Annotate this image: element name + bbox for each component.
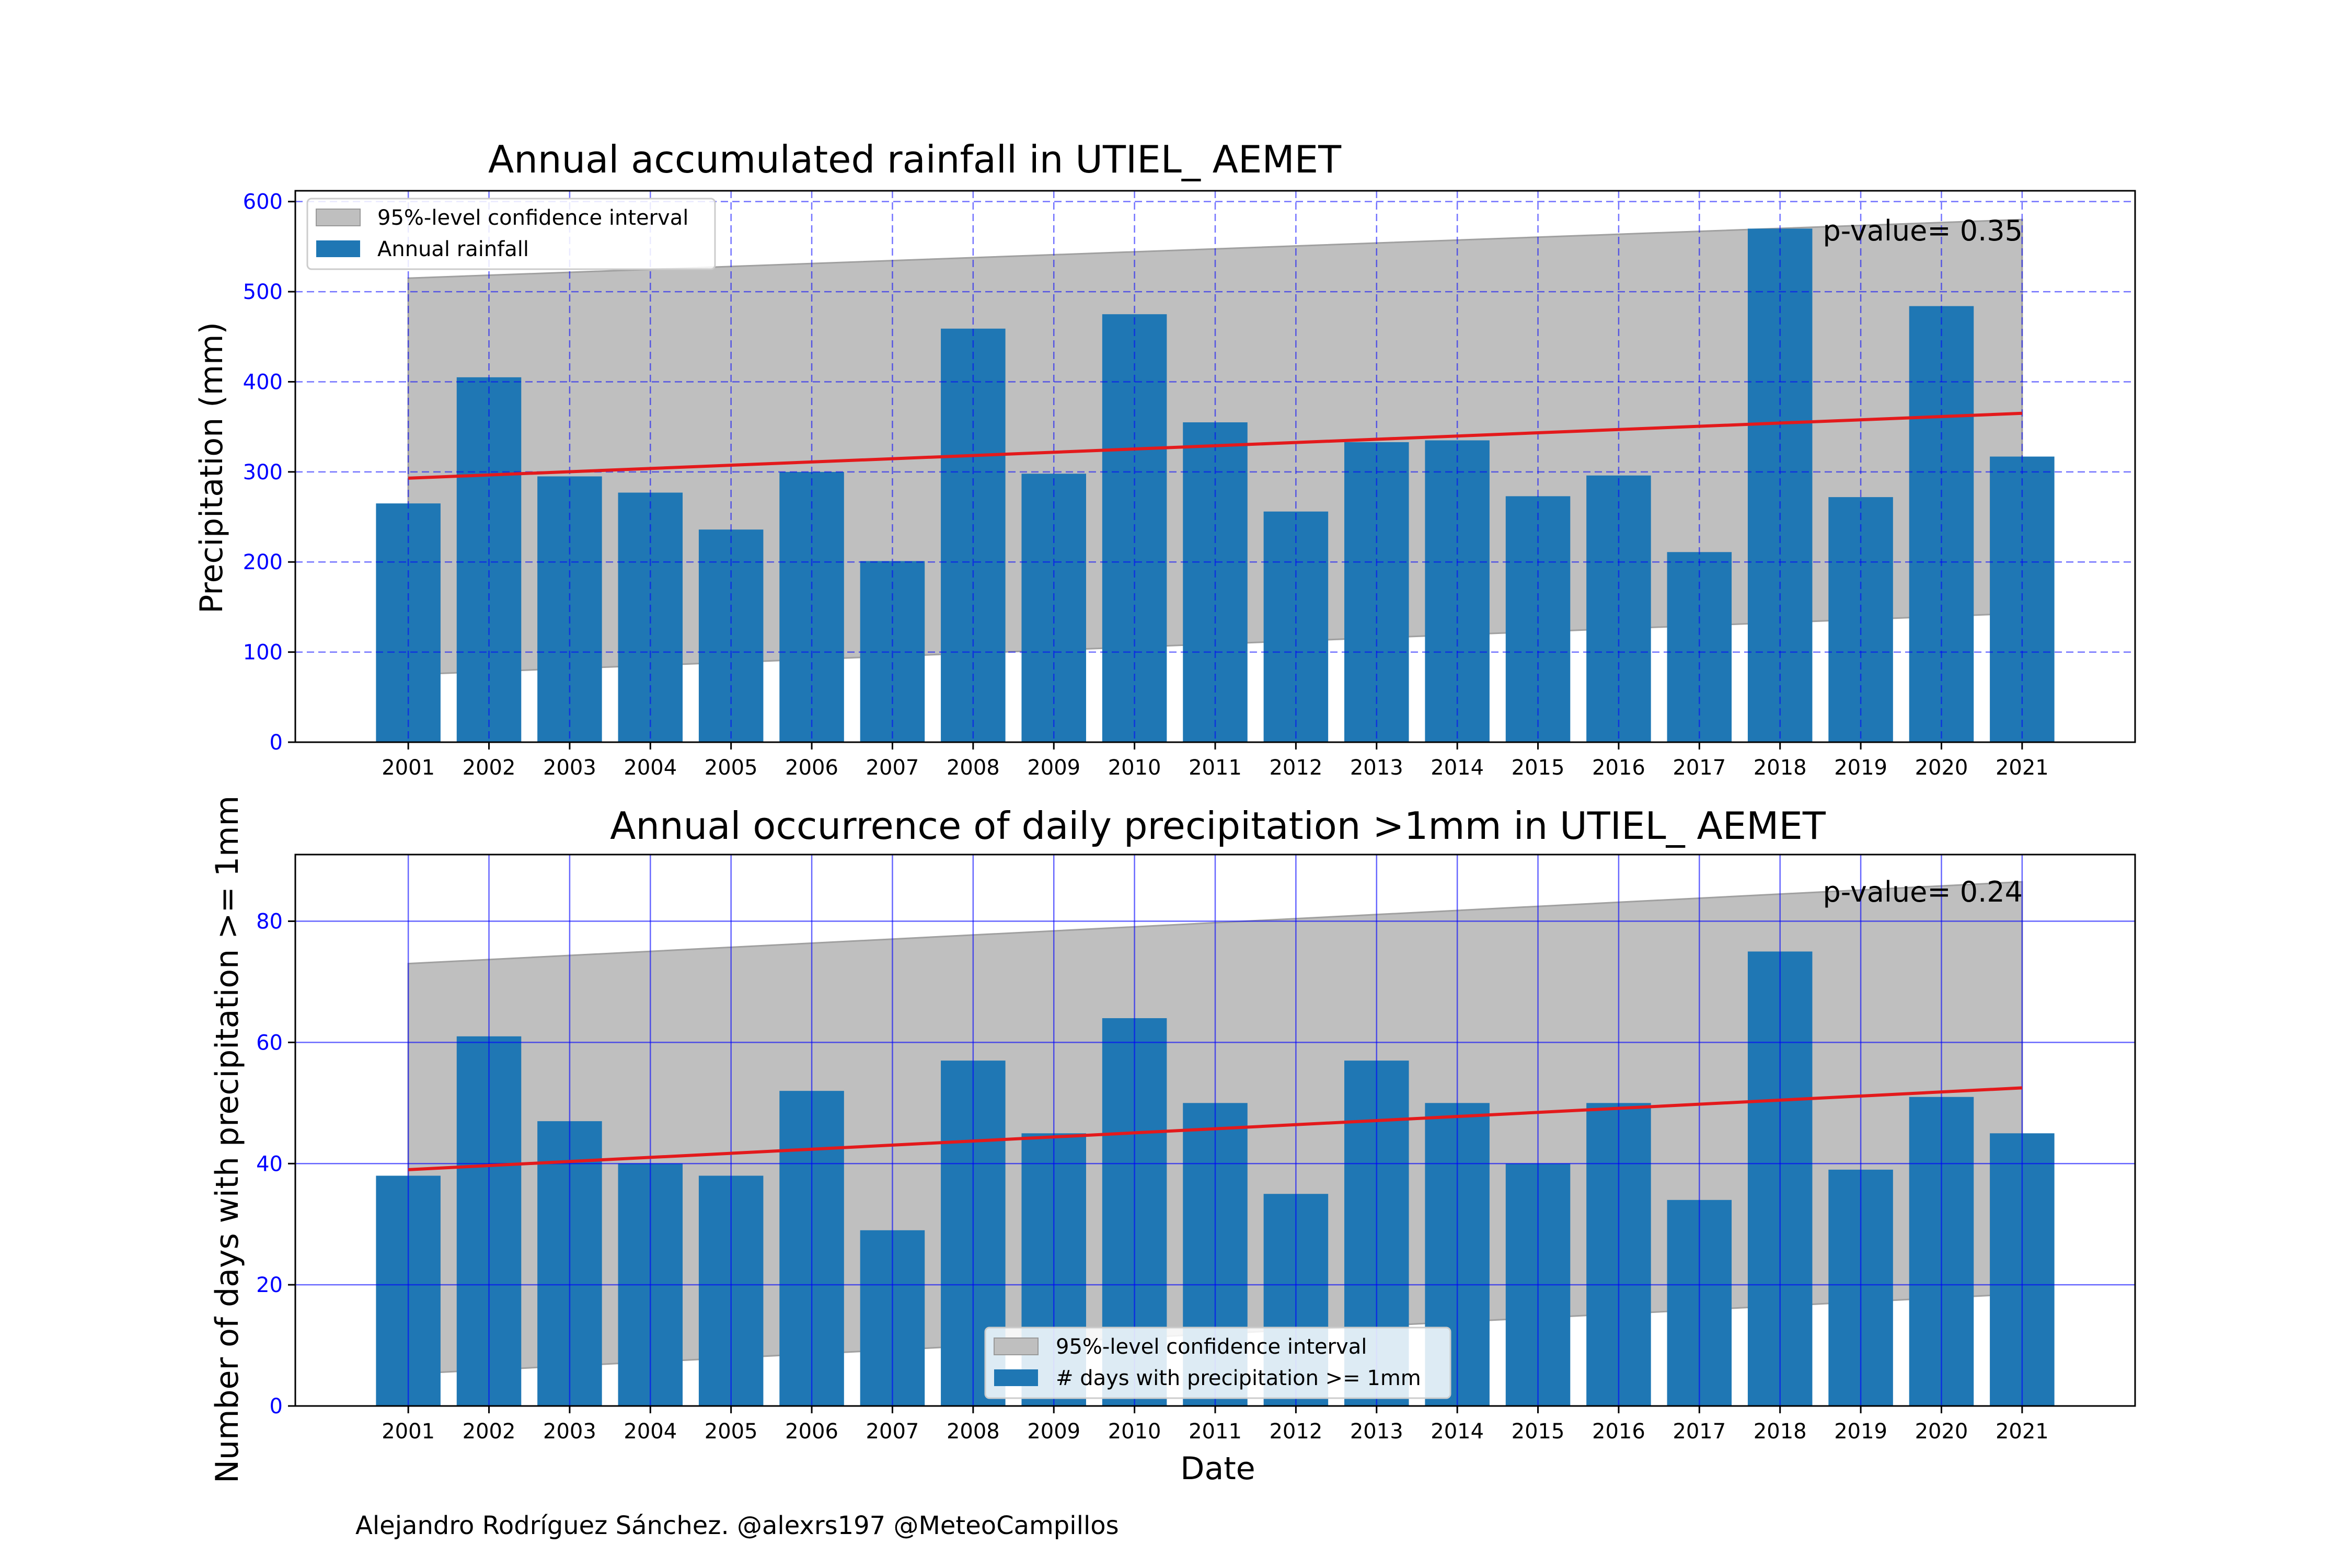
x-tick-label: 2009 (1027, 1420, 1080, 1444)
x-tick-label: 2004 (624, 756, 677, 780)
x-tick-label: 2011 (1189, 756, 1242, 780)
x-tick-label: 2009 (1027, 756, 1080, 780)
legend-box (984, 1327, 1451, 1399)
trend-line (408, 411, 2022, 480)
x-tick-label: 2007 (866, 1420, 919, 1444)
chart-title: Annual accumulated rainfall in UTIEL_ AE… (488, 137, 1342, 181)
x-tick-label: 2008 (947, 1420, 1000, 1444)
legend-label-bars: # days with precipitation >= 1mm (1056, 1366, 1421, 1390)
p-value-annotation: p-value= 0.24 (1823, 875, 2023, 908)
x-tick-label: 2002 (463, 1420, 516, 1444)
x-tick-label: 2013 (1350, 1420, 1403, 1444)
x-tick-label: 2017 (1673, 756, 1726, 780)
y-tick-label: 20 (256, 1273, 283, 1297)
trend-line (408, 1086, 2023, 1171)
legend-label-confidence: 95%-level confidence interval (1056, 1335, 1367, 1359)
x-tick-label: 2003 (543, 1420, 596, 1444)
bar-2012 (1263, 511, 1329, 742)
x-tick-label: 2013 (1350, 756, 1403, 780)
legend-label-confidence: 95%-level confidence interval (377, 206, 688, 230)
x-tick-label: 2018 (1754, 756, 1807, 780)
x-tick-label: 2021 (1996, 756, 2049, 780)
y-tick-label: 500 (243, 280, 283, 304)
x-tick-label: 2015 (1512, 1420, 1565, 1444)
legend-swatch-confidence (994, 1338, 1039, 1355)
x-tick-label: 2020 (1915, 1420, 1968, 1444)
x-tick-label: 2015 (1512, 756, 1565, 780)
legend-swatch-confidence (316, 209, 361, 226)
x-tick-label: 2004 (624, 1420, 677, 1444)
y-tick-label: 300 (243, 460, 283, 485)
y-tick-label: 100 (243, 641, 283, 665)
x-tick-label: 2006 (785, 756, 838, 780)
x-tick-label: 2002 (463, 756, 516, 780)
rainfall-chart: Annual accumulated rainfall in UTIEL_ AE… (193, 137, 2136, 780)
y-axis-label: Precipitation (mm) (193, 322, 230, 614)
x-tick-label: 2001 (382, 1420, 435, 1444)
x-tick-label: 2019 (1834, 756, 1887, 780)
legend: 95%-level confidence interval # days wit… (984, 1327, 1451, 1399)
x-tick-label: 2018 (1754, 1420, 1807, 1444)
x-tick-label: 2016 (1592, 756, 1645, 780)
x-tick-label: 2010 (1108, 756, 1161, 780)
x-tick-label: 2008 (947, 756, 1000, 780)
y-tick-label: 200 (243, 550, 283, 574)
x-tick-label: 2020 (1915, 756, 1968, 780)
y-tick-label: 0 (270, 1394, 283, 1419)
x-tick-label: 2016 (1592, 1420, 1645, 1444)
x-tick-label: 2014 (1431, 1420, 1484, 1444)
x-tick-label: 2012 (1269, 1420, 1322, 1444)
x-tick-label: 2007 (866, 756, 919, 780)
y-tick-label: 400 (243, 370, 283, 394)
y-tick-label: 60 (256, 1031, 283, 1055)
x-tick-label: 2017 (1673, 1420, 1726, 1444)
legend: 95%-level confidence interval Annual rai… (306, 198, 716, 270)
y-tick-label: 0 (270, 731, 283, 755)
legend-swatch-bars (994, 1369, 1038, 1386)
p-value-annotation: p-value= 0.35 (1823, 214, 2023, 247)
x-tick-label: 2006 (785, 1420, 838, 1444)
x-tick-label: 2003 (543, 756, 596, 780)
legend-swatch-bars (316, 240, 360, 257)
x-axis-label: Date (1180, 1450, 1255, 1487)
x-tick-label: 2019 (1834, 1420, 1887, 1444)
y-tick-label: 600 (243, 190, 283, 214)
x-tick-label: 2021 (1996, 1420, 2049, 1444)
y-tick-label: 80 (256, 910, 283, 934)
x-tick-label: 2005 (705, 1420, 758, 1444)
y-tick-label: 40 (256, 1152, 283, 1176)
x-tick-label: 2011 (1189, 1420, 1242, 1444)
y-axis-label: Number of days with precipitation >= 1mm (209, 795, 246, 1483)
x-tick-label: 2001 (382, 756, 435, 780)
rainy-days-chart: Annual occurrence of daily precipitation… (209, 795, 2136, 1487)
author-credit: Alejandro Rodríguez Sánchez. @alexrs197 … (355, 1511, 1119, 1540)
x-tick-label: 2010 (1108, 1420, 1161, 1444)
x-tick-label: 2014 (1431, 756, 1484, 780)
legend-label-bars: Annual rainfall (377, 237, 529, 261)
bar-2008 (941, 328, 1006, 742)
chart-title: Annual occurrence of daily precipitation… (610, 804, 1826, 848)
legend-box (306, 198, 716, 270)
x-tick-label: 2005 (705, 756, 758, 780)
x-tick-label: 2012 (1269, 756, 1322, 780)
